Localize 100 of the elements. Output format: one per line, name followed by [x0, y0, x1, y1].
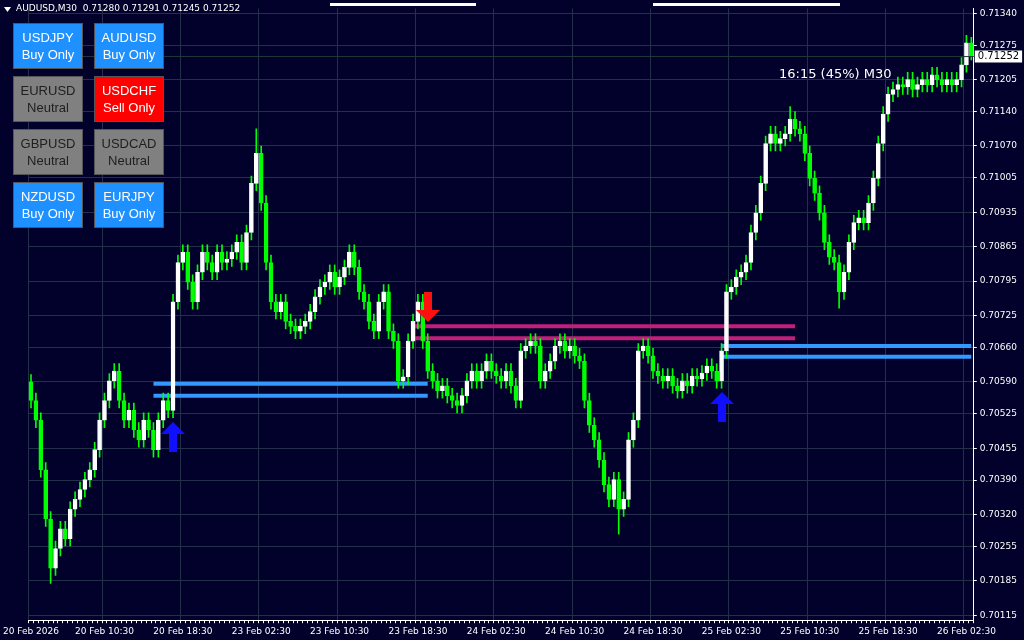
candlestick [528, 333, 533, 354]
candlestick [684, 373, 690, 394]
candlestick [146, 412, 151, 438]
candlestick [861, 210, 866, 231]
candlestick [484, 353, 489, 379]
x-tick-label: 24 Feb 10:30 [545, 625, 605, 636]
candlestick [381, 284, 386, 310]
candlestick [660, 368, 666, 389]
x-tick-label: 20 Feb 18:30 [153, 625, 213, 636]
chart-title: AUDUSD,M30 0.71280 0.71291 0.71245 0.71252 [16, 3, 241, 13]
annotation: 16:15 (45%) M30 [779, 66, 892, 81]
candlestick [430, 363, 435, 389]
candlestick [900, 76, 906, 95]
candlestick [724, 284, 729, 359]
candlestick [817, 185, 822, 221]
annotation: EURJPY Buy Only [94, 182, 164, 228]
candlestick [714, 363, 719, 389]
annotation: NZDUSD Buy Only [13, 182, 83, 228]
candlestick [204, 244, 210, 271]
candlestick [964, 35, 969, 73]
candlestick [920, 71, 925, 93]
candlestick [582, 353, 587, 409]
candlestick [48, 511, 53, 584]
candlestick [812, 170, 817, 201]
x-tick-label: 24 Feb 02:30 [466, 625, 527, 636]
x-tick-label: 23 Feb 10:30 [310, 625, 370, 636]
x-tick-label: 26 Feb 02:30 [936, 625, 997, 636]
candlestick [244, 224, 249, 271]
candlestick [538, 338, 543, 389]
candlestick [959, 57, 964, 88]
candlestick [675, 378, 680, 399]
candlestick [474, 363, 480, 389]
y-tick-label: 0.70525 [979, 408, 1017, 419]
y-tick-label: 0.71205 [979, 74, 1017, 84]
y-tick-label: 0.70590 [979, 376, 1018, 387]
y-tick-label: 0.71070 [979, 140, 1018, 151]
candlestick [826, 234, 832, 265]
candlestick [523, 338, 528, 359]
candlestick [640, 338, 646, 359]
candlestick [92, 441, 98, 478]
candlestick [866, 195, 871, 231]
x-tick-label: 25 Feb 02:30 [701, 625, 762, 636]
x-tick-label: 20 Feb 2026 [3, 625, 60, 636]
candlestick [435, 373, 440, 399]
annotation: EURUSD Neutral [13, 76, 83, 122]
x-tick-label: 23 Feb 18:30 [388, 625, 448, 636]
candlestick [729, 279, 734, 300]
ref-line-label: 0.71252 [977, 50, 1020, 62]
y-tick-label: 0.70455 [979, 442, 1017, 453]
candlestick [288, 313, 293, 335]
annotation: USDCHF Sell Only [94, 76, 164, 122]
x-tick-label: 24 Feb 18:30 [623, 625, 683, 636]
candlestick [391, 323, 396, 349]
candlestick [631, 412, 636, 448]
y-tick-label: 0.71140 [979, 105, 1018, 116]
candlestick [58, 521, 63, 557]
candlestick [567, 338, 573, 359]
y-tick-label: 0.70865 [979, 241, 1017, 252]
candlestick [200, 244, 205, 280]
candlestick [97, 412, 102, 458]
candlestick [141, 412, 146, 448]
candlestick [239, 234, 244, 271]
candlestick [107, 373, 112, 409]
candlestick [954, 71, 959, 93]
y-tick-label: 0.70255 [979, 540, 1017, 551]
candlestick [342, 259, 347, 285]
candlestick [822, 205, 827, 251]
y-tick-label: 0.70185 [979, 575, 1017, 586]
candlestick [577, 348, 582, 369]
candlestick [709, 358, 715, 379]
annotation: USDCAD Neutral [94, 129, 164, 175]
x-tick-label: 25 Feb 18:30 [858, 625, 918, 636]
x-tick-label: 20 Feb 10:30 [74, 625, 135, 636]
y-tick-label: 0.70660 [979, 341, 1018, 352]
candlestick [665, 368, 671, 389]
candlestick [347, 244, 352, 276]
candlestick [768, 126, 773, 152]
candlestick [626, 432, 631, 508]
annotation: GBPUSD Neutral [13, 129, 83, 175]
candlestick [151, 422, 156, 458]
candlestick [773, 126, 778, 152]
candlestick [670, 368, 675, 394]
candlestick [283, 294, 289, 330]
candlestick [102, 392, 107, 428]
candlestick [195, 264, 200, 310]
y-tick-label: 0.70725 [979, 309, 1017, 320]
y-tick-label: 0.70390 [979, 474, 1018, 485]
x-tick-label: 25 Feb 10:30 [780, 625, 840, 636]
annotation: USDJPY Buy Only [13, 23, 83, 69]
y-tick-label: 0.71340 [979, 7, 1018, 18]
annotation: AUDUSD Buy Only [94, 23, 164, 69]
candlestick [498, 368, 504, 389]
candlestick [156, 412, 161, 458]
candlestick [440, 378, 445, 399]
candlestick [871, 170, 876, 211]
candlestick [396, 333, 401, 389]
candlestick [190, 274, 195, 310]
candlestick [763, 135, 768, 192]
candlestick [856, 210, 862, 231]
candlestick [533, 333, 538, 354]
